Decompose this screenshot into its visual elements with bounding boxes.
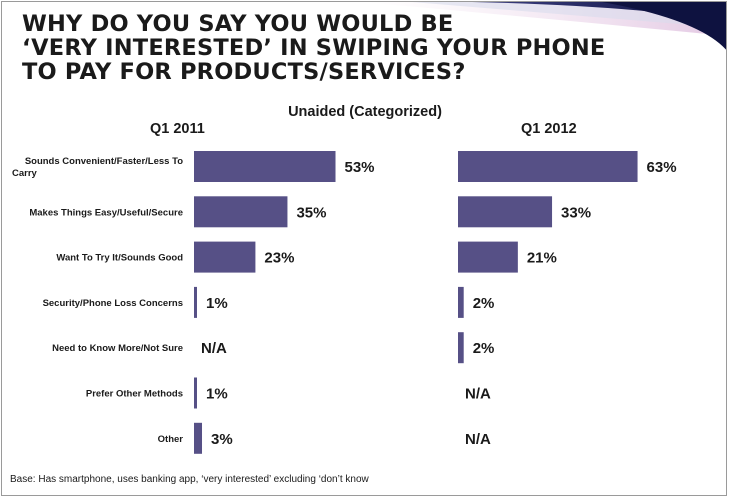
value-label-q1-2011: 23% bbox=[264, 250, 294, 267]
chart-title-line-3: TO PAY FOR PRODUCTS/SERVICES? bbox=[22, 59, 466, 85]
bar-q1-2011 bbox=[194, 241, 256, 273]
bar-q1-2012 bbox=[458, 332, 464, 364]
category-label-line: Sounds Convenient/Faster/Less To bbox=[25, 156, 183, 167]
bar-q1-2012 bbox=[458, 286, 464, 318]
value-label-q1-2011: 35% bbox=[296, 204, 326, 221]
value-label-q1-2011: N/A bbox=[201, 340, 227, 357]
bar-q1-2011 bbox=[194, 377, 197, 409]
category-label-line: Carry bbox=[12, 168, 38, 179]
value-label-q1-2011: 3% bbox=[211, 431, 233, 448]
bar-q1-2011 bbox=[194, 196, 288, 228]
bar-q1-2012 bbox=[458, 241, 518, 273]
chart-title-line-1: WHY DO YOU SAY YOU WOULD BE bbox=[22, 11, 454, 37]
category-label: Want To Try It/Sounds Good bbox=[56, 253, 183, 264]
value-label-q1-2012: 63% bbox=[647, 159, 677, 176]
chart-subtitle: Unaided (Categorized) bbox=[288, 104, 442, 120]
bar-q1-2011 bbox=[194, 422, 203, 454]
chart-title-line-2: ‘VERY INTERESTED’ IN SWIPING YOUR PHONE bbox=[22, 35, 606, 61]
category-label: Other bbox=[158, 434, 184, 445]
panel-title-q1-2012: Q1 2012 bbox=[521, 121, 577, 137]
bar-q1-2012 bbox=[458, 196, 553, 228]
bar-q1-2011 bbox=[194, 286, 197, 318]
value-label-q1-2012: 2% bbox=[473, 340, 495, 357]
value-label-q1-2012: N/A bbox=[465, 386, 491, 403]
category-label: Makes Things Easy/Useful/Secure bbox=[29, 207, 183, 218]
category-label: Security/Phone Loss Concerns bbox=[43, 298, 183, 309]
value-label-q1-2012: 33% bbox=[561, 204, 591, 221]
value-label-q1-2012: N/A bbox=[465, 431, 491, 448]
category-label: Prefer Other Methods bbox=[86, 389, 183, 400]
value-label-q1-2011: 1% bbox=[206, 386, 228, 403]
bar-q1-2011 bbox=[194, 151, 336, 182]
category-label: Need to Know More/Not Sure bbox=[52, 343, 183, 354]
panel-title-q1-2011: Q1 2011 bbox=[150, 121, 205, 137]
bar-q1-2012 bbox=[458, 151, 638, 182]
value-label-q1-2011: 1% bbox=[206, 295, 228, 312]
chart-title: WHY DO YOU SAY YOU WOULD BE ‘VERY INTERE… bbox=[22, 12, 605, 84]
category-label: Sounds Convenient/Faster/Less To Carry bbox=[12, 156, 183, 179]
value-label-q1-2012: 21% bbox=[527, 250, 557, 267]
header-swoosh-decoration bbox=[362, 2, 726, 50]
value-label-q1-2011: 53% bbox=[345, 159, 375, 176]
value-label-q1-2012: 2% bbox=[473, 295, 495, 312]
base-footnote: Base: Has smartphone, uses banking app, … bbox=[10, 474, 369, 485]
